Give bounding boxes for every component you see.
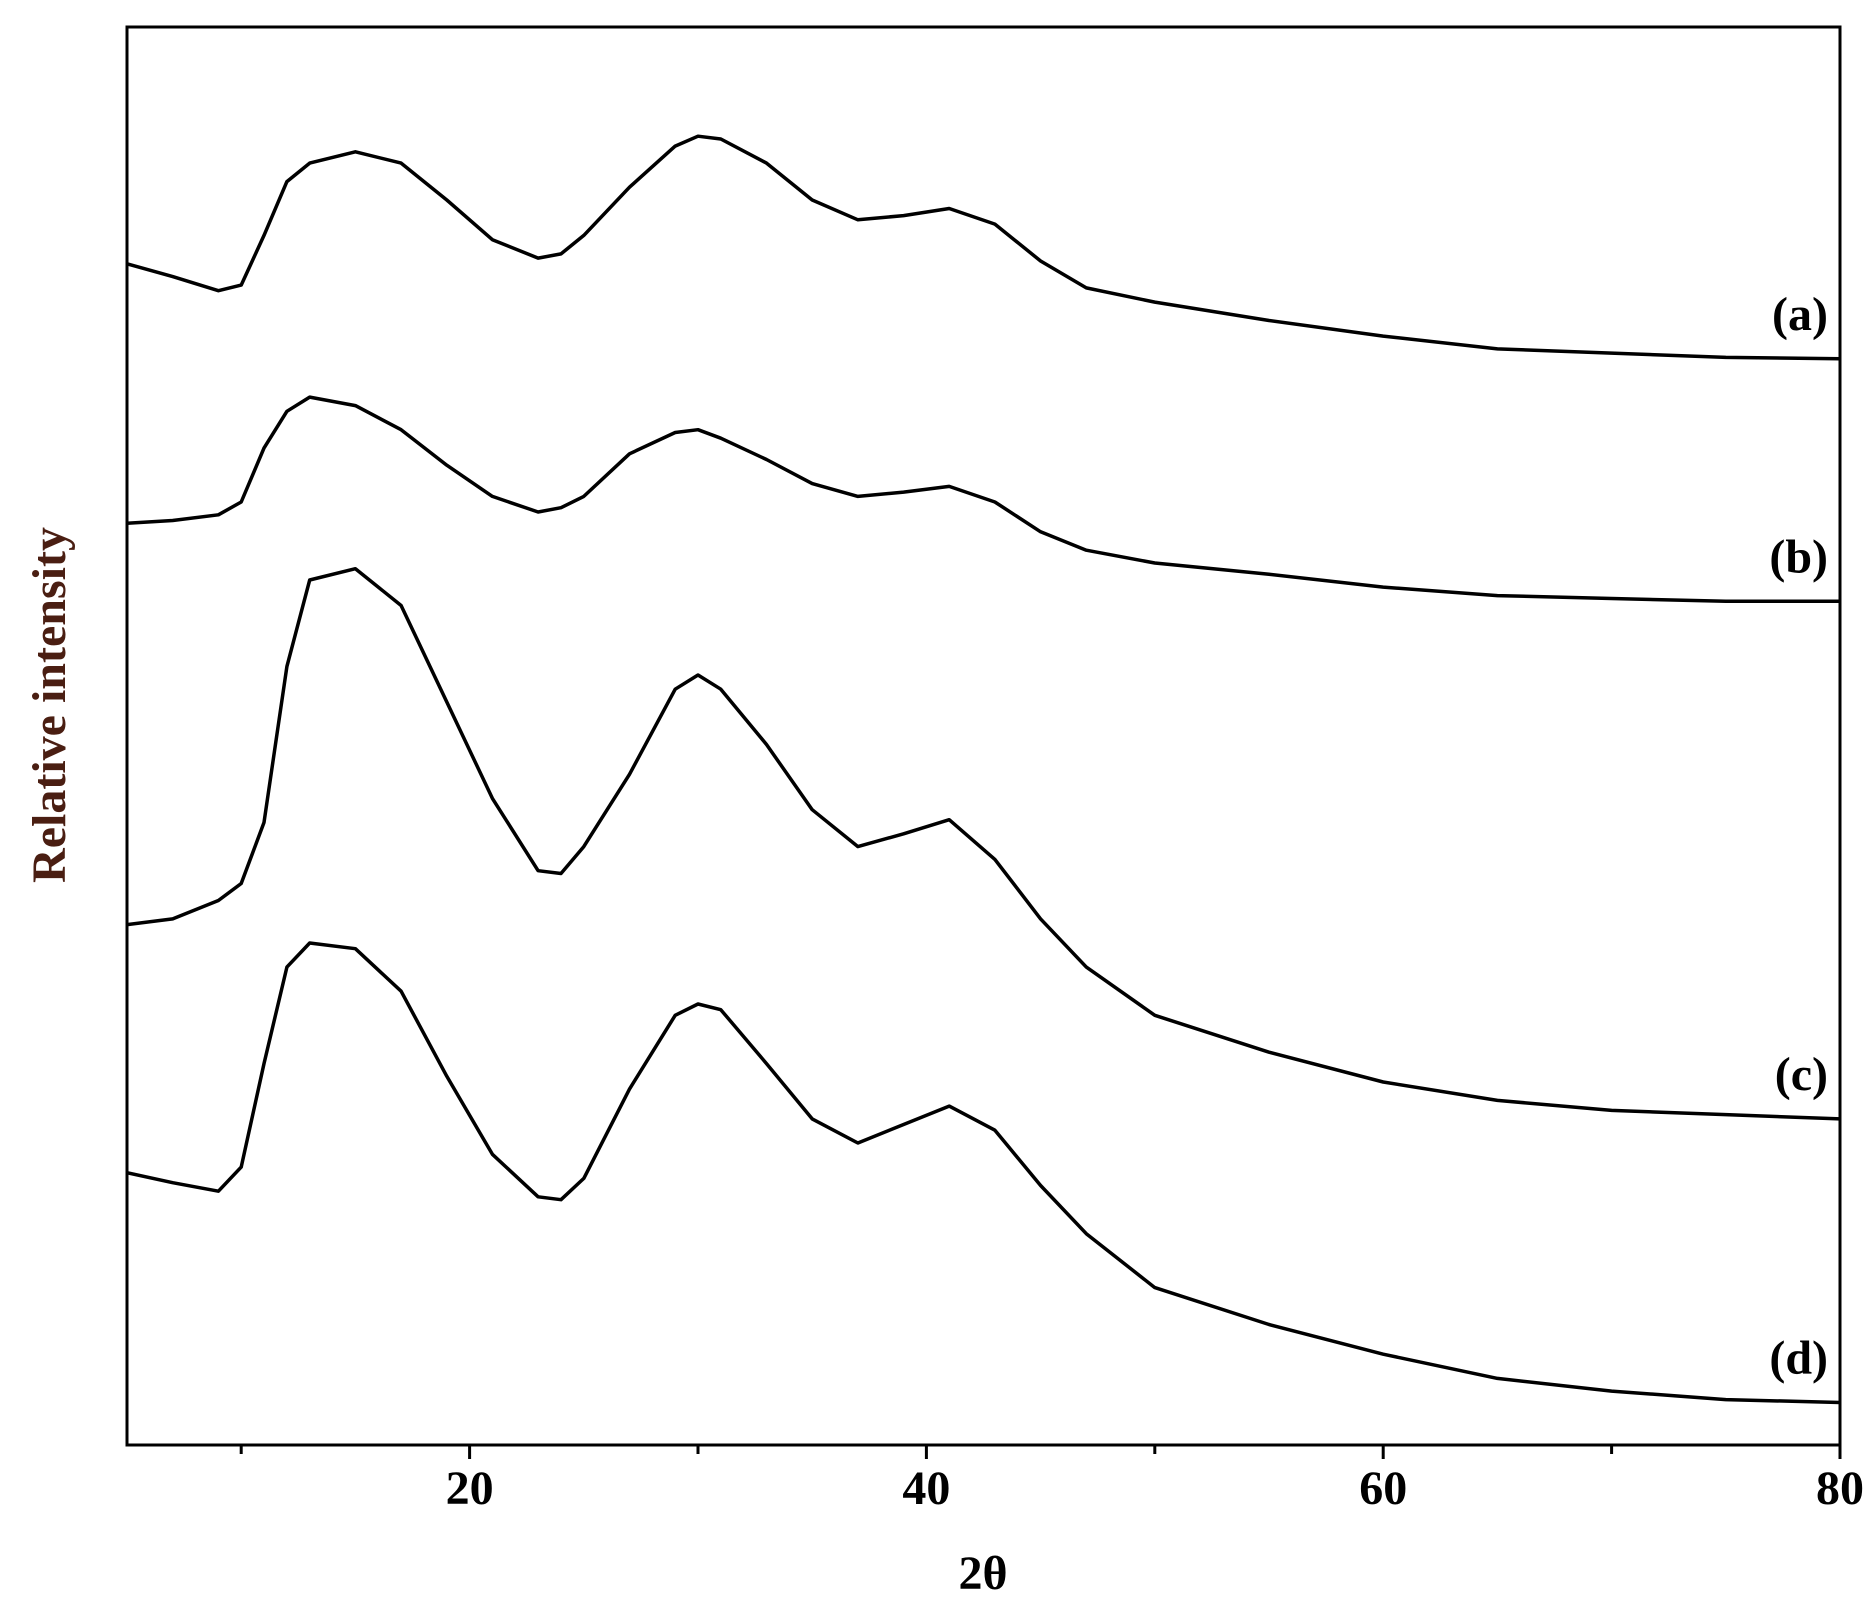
y-axis-label: Relative intensity (23, 527, 76, 883)
x-tick-label: 60 (1359, 1462, 1407, 1515)
series-line (126, 566, 1841, 1121)
series-label: (d) (1769, 1331, 1828, 1384)
series-label: (b) (1769, 530, 1828, 583)
x-tick-label: 80 (1816, 1462, 1864, 1515)
series-line (126, 395, 1840, 604)
series-label: (a) (1772, 288, 1828, 341)
x-tick-label: 20 (446, 1462, 494, 1515)
series-line (126, 134, 1841, 361)
series-line (126, 941, 1841, 1405)
x-axis-label: 2θ (958, 1547, 1007, 1600)
plot-frame (125, 25, 1842, 1447)
x-tick-label: 40 (902, 1462, 950, 1515)
series-label: (c) (1775, 1048, 1828, 1101)
